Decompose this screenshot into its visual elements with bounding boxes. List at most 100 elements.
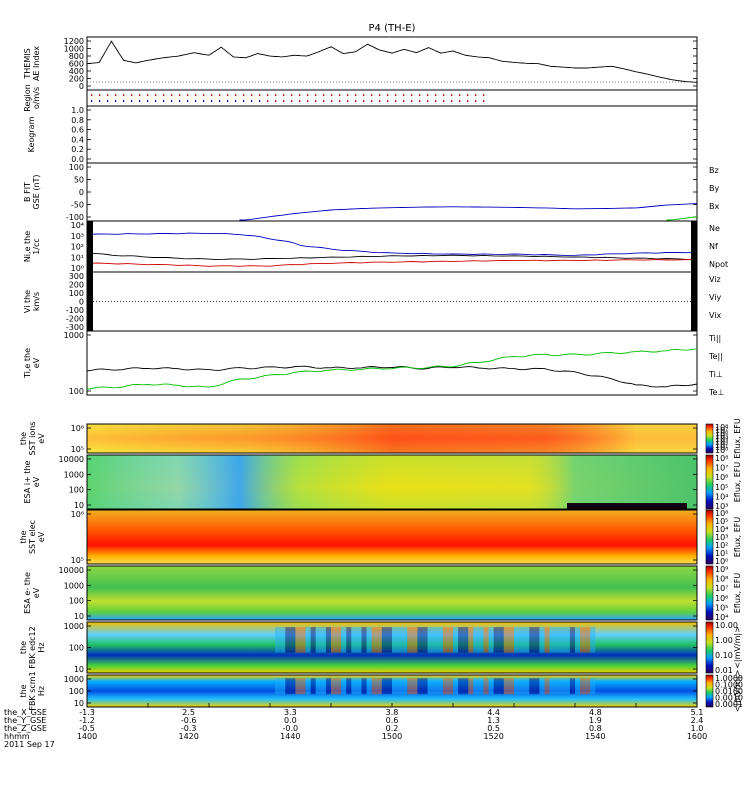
region-dot [115,94,117,96]
region-dot [235,100,237,102]
y-axis-label: eV [32,587,41,598]
spectrogram-stripe [442,627,448,653]
spectrogram-stripe [412,627,418,653]
y-tick-label: 100 [69,289,84,298]
colorbar-tick: 10⁷ [715,464,728,473]
region-dot [403,100,405,102]
region-dot [435,100,437,102]
panel-keogram: 1.00.80.60.40.20.0 Keogram [27,105,698,164]
y-tick-label: 10⁵ [71,445,84,454]
spectrogram-stripe [473,678,479,695]
region-dot [203,94,205,96]
region-dot [331,100,333,102]
legend-bfit: Bx [709,202,719,211]
y-tick-label: 100 [69,486,84,495]
colorbar-tick: 10⁶ [715,594,728,603]
region-dot [435,94,437,96]
spectrogram-stripe [590,678,596,695]
data-fill-bar [691,221,697,272]
y-axis-label: Ni,e the [23,231,32,262]
spectrogram-stripe [453,627,459,653]
region-dot [155,94,157,96]
legend-temperature: Te⊥ [708,388,724,397]
x-axis-value-y: -1.2 [79,716,95,725]
region-dot [91,100,93,102]
y-tick-label: 1000 [64,331,84,340]
region-dot [227,100,229,102]
y-tick-label: -100 [66,306,84,315]
colorbar-sst_elec [705,509,714,565]
colorbar-tick: 10⁸ [715,575,728,584]
spectrogram-stripe [325,627,331,653]
spectrogram-stripe [544,678,550,695]
x-axis-row-label: the_X_GSE [4,708,47,717]
spectrogram-stripe [549,678,555,695]
region-dot [355,100,357,102]
region-dot [363,94,365,96]
panel-fbk_e12: 10.00 1.00 0.10 0.01<|mV/m|> 1000 100 10 the FBK… [19,621,742,675]
spectrogram-stripe [463,678,469,695]
spectrogram-stripe [280,627,286,653]
y-tick-label: 1.0 [71,106,84,115]
y-tick-label: 10⁶ [71,424,84,433]
colorbar-tick: 1.00 [715,636,733,645]
y-axis-label: Hz [37,686,46,696]
y-axis-label: eV [32,476,41,487]
region-dot [443,100,445,102]
frame-bfit [86,162,698,222]
spectrogram-stripe [351,627,357,653]
spectrogram-overlay [87,455,697,509]
region-dot [259,100,261,102]
spectrogram-stripe [351,678,357,695]
spectrogram-stripe [341,678,347,695]
y-tick-label: 10 [74,699,84,708]
spectrogram-stripe [371,627,377,653]
y-tick-label: 10³ [71,232,84,241]
spectrogram-stripe [590,627,596,653]
region-dot [243,100,245,102]
spectrogram-stripe [442,678,448,695]
data-fill-bar [691,272,697,331]
spectrogram-fbk_scm1 [87,675,697,707]
spectrogram-stripe [361,627,367,653]
region-dot [387,100,389,102]
x-axis-value-x: 5.1 [691,708,704,717]
y-axis-label: FBK edc12 [28,626,37,668]
y-tick-label: 600 [69,60,84,69]
spectrogram-stripe [295,627,301,653]
y-axis-label: km/s [32,292,41,311]
region-dot [195,94,197,96]
spectrogram-stripe [534,627,540,653]
region-dot [323,100,325,102]
spectrogram-overlay [87,424,697,453]
region-dot [179,94,181,96]
spectrogram-stripe [386,627,392,653]
x-axis-value-z: 0.5 [487,724,500,733]
spectrogram-stripe [315,678,321,695]
colorbar-tick: 10.00 [715,621,738,630]
spectrogram-stripe [585,627,591,653]
panel-temperature: 1000 100 Ti,e the eV Ti|| Te|| Ti⊥ Te⊥ [23,330,724,397]
spectrogram-stripe [493,627,499,653]
y-tick-label: 200 [69,281,84,290]
spectrogram-stripe [275,678,281,695]
spectrogram-stripe [366,627,372,653]
colorbar-sst_ions [705,423,714,454]
spectrogram-esa_elec [87,566,697,620]
colorbar-tick: 10² [715,440,728,449]
region-dot [131,100,133,102]
frame-region [86,89,698,107]
region-dot [475,100,477,102]
colorbar-tick: 10⁵ [715,603,728,612]
legend-density: Ne [709,224,720,233]
legend-density: Npot [709,260,728,269]
y-tick-label: 400 [69,67,84,76]
frame-esa_ions [86,454,698,510]
spectrogram-stripe [422,627,428,653]
spectrogram-stripe [417,627,423,653]
region-dot [283,100,285,102]
y-tick-label: 300 [69,272,84,281]
spectrogram-stripe [417,678,423,695]
